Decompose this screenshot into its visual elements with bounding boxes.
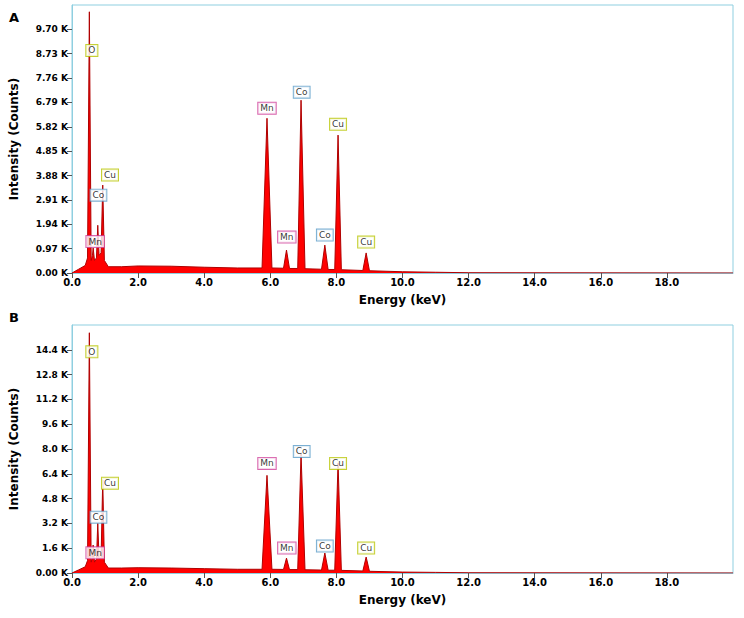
svg-text:2.0: 2.0	[129, 577, 147, 588]
svg-text:0.97 K: 0.97 K	[36, 244, 69, 254]
svg-text:12.8 K: 12.8 K	[36, 370, 69, 380]
svg-text:2.0: 2.0	[129, 277, 147, 288]
svg-text:3.2 K: 3.2 K	[42, 518, 69, 528]
svg-text:2.91 K: 2.91 K	[36, 195, 69, 205]
svg-text:4.85 K: 4.85 K	[36, 146, 69, 156]
svg-text:7.76 K: 7.76 K	[36, 73, 69, 83]
svg-text:Intensity (Counts): Intensity (Counts)	[7, 78, 21, 200]
svg-text:8.73 K: 8.73 K	[36, 49, 69, 59]
svg-text:8.0 K: 8.0 K	[42, 444, 69, 454]
svg-text:B: B	[9, 310, 19, 325]
svg-text:0.0: 0.0	[63, 577, 81, 588]
svg-text:Co: Co	[296, 446, 308, 456]
svg-text:Cu: Cu	[104, 170, 116, 180]
svg-text:Co: Co	[93, 512, 105, 522]
svg-text:O: O	[88, 347, 95, 357]
svg-text:6.0: 6.0	[261, 277, 279, 288]
svg-text:Mn: Mn	[88, 548, 101, 558]
svg-text:Energy (keV): Energy (keV)	[359, 293, 446, 307]
svg-text:6.79 K: 6.79 K	[36, 97, 69, 107]
svg-text:14.0: 14.0	[522, 277, 547, 288]
svg-text:16.0: 16.0	[588, 277, 613, 288]
svg-text:14.0: 14.0	[522, 577, 547, 588]
svg-text:18.0: 18.0	[655, 577, 680, 588]
svg-text:Co: Co	[93, 190, 105, 200]
svg-text:12.0: 12.0	[456, 577, 481, 588]
svg-text:Cu: Cu	[332, 458, 344, 468]
svg-text:Mn: Mn	[280, 543, 293, 553]
svg-text:4.0: 4.0	[195, 277, 213, 288]
svg-text:6.4 K: 6.4 K	[42, 469, 69, 479]
svg-text:0.00 K: 0.00 K	[35, 268, 68, 278]
svg-text:4.0: 4.0	[195, 577, 213, 588]
svg-text:Intensity (Counts): Intensity (Counts)	[7, 388, 21, 510]
svg-text:1.94 K: 1.94 K	[36, 219, 69, 229]
svg-text:12.0: 12.0	[456, 277, 481, 288]
svg-text:Cu: Cu	[104, 478, 116, 488]
svg-text:14.4 K: 14.4 K	[36, 345, 69, 355]
svg-text:Co: Co	[296, 87, 308, 97]
svg-text:Cu: Cu	[360, 543, 372, 553]
svg-text:Co: Co	[319, 541, 331, 551]
svg-text:Mn: Mn	[88, 237, 101, 247]
svg-text:0.0: 0.0	[63, 277, 81, 288]
svg-text:A: A	[9, 10, 19, 25]
svg-text:11.2 K: 11.2 K	[36, 394, 69, 404]
svg-text:Mn: Mn	[260, 103, 273, 113]
svg-text:Cu: Cu	[332, 119, 344, 129]
svg-text:18.0: 18.0	[655, 277, 680, 288]
svg-text:9.70 K: 9.70 K	[36, 24, 69, 34]
svg-text:3.88 K: 3.88 K	[36, 171, 69, 181]
svg-text:10.0: 10.0	[390, 277, 415, 288]
svg-text:5.82 K: 5.82 K	[36, 122, 69, 132]
svg-text:8.0: 8.0	[328, 277, 346, 288]
svg-text:10.0: 10.0	[390, 577, 415, 588]
svg-text:1.6 K: 1.6 K	[42, 543, 69, 553]
svg-text:8.0: 8.0	[328, 577, 346, 588]
svg-text:0.00 K: 0.00 K	[35, 568, 68, 578]
svg-text:6.0: 6.0	[261, 577, 279, 588]
svg-text:Mn: Mn	[260, 458, 273, 468]
svg-text:4.8 K: 4.8 K	[42, 494, 69, 504]
svg-text:Co: Co	[319, 230, 331, 240]
svg-text:9.6 K: 9.6 K	[42, 419, 69, 429]
svg-text:O: O	[88, 45, 95, 55]
svg-text:16.0: 16.0	[588, 577, 613, 588]
svg-text:Mn: Mn	[280, 232, 293, 242]
svg-text:Energy (keV): Energy (keV)	[359, 593, 446, 607]
svg-text:Cu: Cu	[360, 237, 372, 247]
